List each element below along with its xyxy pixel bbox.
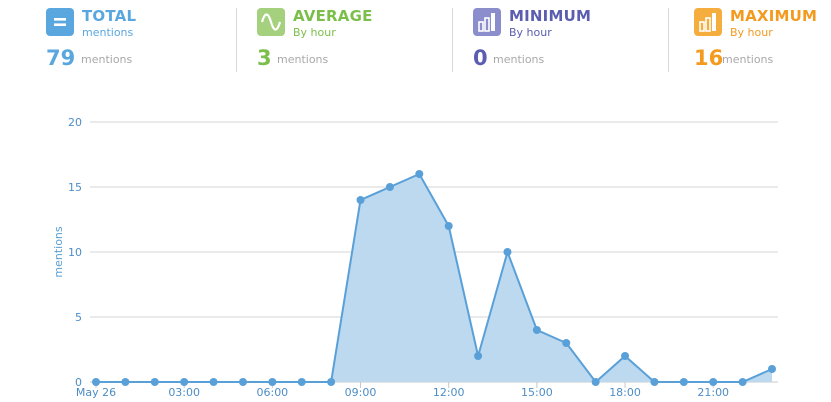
stat-value: 0 — [473, 46, 488, 70]
data-point[interactable] — [238, 378, 247, 386]
equals-icon — [46, 8, 74, 36]
divider — [668, 8, 669, 72]
stat-subtitle: By hour — [293, 26, 336, 39]
y-tick-label: 0 — [75, 376, 82, 389]
data-point[interactable] — [327, 378, 336, 386]
stat-minimum: MINIMUM By hour 0 mentions — [473, 6, 633, 74]
data-points — [92, 170, 776, 386]
x-tick-label: 06:00 — [256, 386, 288, 399]
data-point[interactable] — [679, 378, 688, 386]
series-area — [96, 174, 772, 382]
divider — [452, 8, 453, 72]
data-point[interactable] — [709, 378, 718, 386]
stat-title: MAXIMUM — [730, 7, 818, 25]
stat-title: AVERAGE — [293, 7, 373, 25]
wave-icon — [257, 8, 285, 36]
data-point[interactable] — [92, 378, 100, 386]
y-tick-label: 10 — [68, 246, 82, 259]
stat-unit: mentions — [722, 53, 774, 66]
y-tick-label: 15 — [68, 181, 82, 194]
divider — [236, 8, 237, 72]
stat-title: MINIMUM — [509, 7, 592, 25]
x-tick-label: 21:00 — [697, 386, 729, 399]
data-point[interactable] — [503, 248, 512, 256]
data-point[interactable] — [297, 378, 306, 386]
y-tick-label: 20 — [68, 116, 82, 129]
data-point[interactable] — [738, 378, 747, 386]
data-point[interactable] — [650, 378, 659, 386]
bar-chart-icon — [473, 8, 501, 36]
stats-bar: TOTAL mentions 79 mentions AVERAGE By ho… — [0, 0, 831, 80]
data-point[interactable] — [562, 339, 571, 347]
data-point[interactable] — [150, 378, 159, 386]
x-tick-label: 18:00 — [609, 386, 641, 399]
stat-title: TOTAL — [82, 7, 137, 25]
stat-unit: mentions — [493, 53, 545, 66]
x-tick-label: 12:00 — [433, 386, 465, 399]
x-tick-label: 03:00 — [168, 386, 200, 399]
y-axis-label: mentions — [52, 226, 65, 278]
stat-subtitle: By hour — [730, 26, 773, 39]
x-axis-ticks: May 26 03:00 06:00 09:00 12:00 15:00 18:00 21:0… — [76, 382, 729, 399]
data-point[interactable] — [591, 378, 600, 386]
series-line — [96, 172, 773, 384]
stat-maximum: MAXIMUM By hour 16 mentions — [694, 6, 831, 74]
stat-total: TOTAL mentions 79 mentions — [46, 6, 206, 74]
stat-value: 3 — [257, 46, 272, 70]
data-point[interactable] — [768, 365, 776, 373]
bar-chart-icon — [694, 8, 722, 36]
stat-average: AVERAGE By hour 3 mentions — [257, 6, 417, 74]
data-point[interactable] — [356, 196, 365, 204]
data-point[interactable] — [121, 378, 130, 386]
stat-unit: mentions — [81, 53, 133, 66]
y-tick-label: 5 — [75, 311, 82, 324]
data-point[interactable] — [209, 378, 218, 386]
stat-unit: mentions — [277, 53, 329, 66]
stat-subtitle: By hour — [509, 26, 552, 39]
x-tick-label: 15:00 — [521, 386, 553, 399]
stat-value: 16 — [694, 46, 724, 70]
data-point[interactable] — [268, 378, 277, 386]
data-point[interactable] — [621, 352, 630, 360]
data-point[interactable] — [415, 170, 424, 178]
stat-subtitle: mentions — [82, 26, 134, 39]
data-point[interactable] — [180, 378, 189, 386]
x-tick-label: 09:00 — [345, 386, 377, 399]
x-tick-label: May 26 — [76, 386, 116, 399]
data-point[interactable] — [385, 183, 394, 191]
data-point[interactable] — [532, 326, 541, 334]
y-axis-ticks: 0 5 10 15 20 — [68, 116, 82, 389]
data-point[interactable] — [474, 352, 483, 360]
stat-value: 79 — [46, 46, 76, 70]
data-point[interactable] — [444, 222, 453, 230]
